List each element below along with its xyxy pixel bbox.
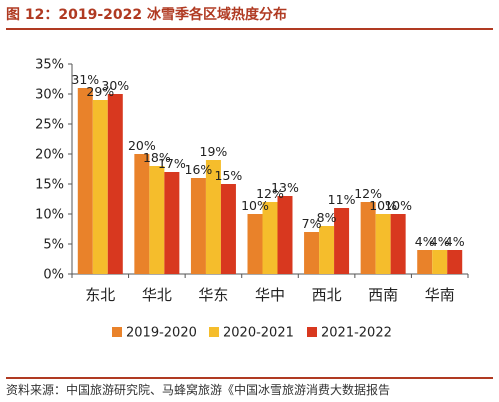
- y-tick-label: 20%: [35, 148, 64, 163]
- data-label: 12%: [256, 186, 284, 201]
- bar: [92, 100, 108, 274]
- bar: [149, 166, 165, 274]
- bar: [360, 202, 376, 274]
- data-label: 15%: [215, 168, 243, 183]
- bar: [447, 250, 463, 274]
- data-label: 4%: [415, 234, 435, 249]
- data-label: 8%: [317, 210, 337, 225]
- bar: [190, 178, 206, 274]
- data-label: 10%: [384, 198, 412, 213]
- bar: [390, 214, 406, 274]
- y-tick-label: 10%: [35, 208, 64, 223]
- source-divider: [6, 377, 493, 379]
- data-label: 18%: [143, 150, 171, 165]
- data-label: 4%: [430, 234, 450, 249]
- bar: [334, 208, 350, 274]
- figure-title: 图 12：2019-2022 冰雪季各区域热度分布: [6, 7, 287, 23]
- bar: [375, 214, 391, 274]
- bar: [319, 226, 335, 274]
- data-label: 30%: [101, 78, 129, 93]
- bar: [164, 172, 180, 274]
- x-tick-label: 华南: [425, 286, 455, 304]
- data-label: 17%: [158, 156, 186, 171]
- y-tick-label: 25%: [35, 118, 64, 133]
- data-label: 12%: [354, 186, 382, 201]
- y-tick-label: 30%: [35, 88, 64, 103]
- bar: [205, 160, 221, 274]
- data-label: 4%: [445, 234, 465, 249]
- data-label: 16%: [185, 162, 213, 177]
- legend-label: 2020-2021: [223, 326, 294, 341]
- data-label: 31%: [71, 72, 99, 87]
- x-tick-label: 华中: [255, 286, 285, 304]
- bar: [262, 202, 278, 274]
- x-tick-label: 西南: [368, 286, 398, 304]
- legend-swatch: [209, 327, 219, 337]
- bar: [247, 214, 263, 274]
- y-tick-label: 35%: [35, 58, 64, 73]
- bar: [432, 250, 448, 274]
- bar: [107, 94, 123, 274]
- data-label: 19%: [200, 144, 228, 159]
- legend-swatch: [112, 327, 122, 337]
- legend-label: 2019-2020: [126, 326, 197, 341]
- legend-label: 2021-2022: [321, 326, 392, 341]
- y-tick-label: 5%: [43, 238, 64, 253]
- bar: [304, 232, 320, 274]
- y-tick-label: 15%: [35, 178, 64, 193]
- data-label: 11%: [328, 192, 356, 207]
- title-divider: [6, 28, 493, 30]
- data-label: 10%: [241, 198, 269, 213]
- data-label: 20%: [128, 138, 156, 153]
- bar: [77, 88, 93, 274]
- bar: [134, 154, 150, 274]
- x-tick-label: 西北: [312, 286, 342, 304]
- data-label: 7%: [302, 216, 322, 231]
- x-tick-label: 东北: [85, 286, 115, 304]
- x-tick-label: 华北: [142, 286, 172, 304]
- data-label: 10%: [369, 198, 397, 213]
- source-note: 资料来源：中国旅游研究院、马蜂窝旅游《中国冰雪旅游消费大数据报告: [6, 383, 391, 397]
- bar: [220, 184, 236, 274]
- legend-swatch: [307, 327, 317, 337]
- y-tick-label: 0%: [43, 268, 64, 283]
- bar: [417, 250, 433, 274]
- bar: [277, 196, 293, 274]
- data-label: 29%: [86, 84, 114, 99]
- x-tick-label: 华东: [198, 286, 228, 304]
- data-label: 13%: [271, 180, 299, 195]
- bar-chart: 0%5%10%15%20%25%30%35%东北31%29%30%华北20%18…: [35, 58, 469, 341]
